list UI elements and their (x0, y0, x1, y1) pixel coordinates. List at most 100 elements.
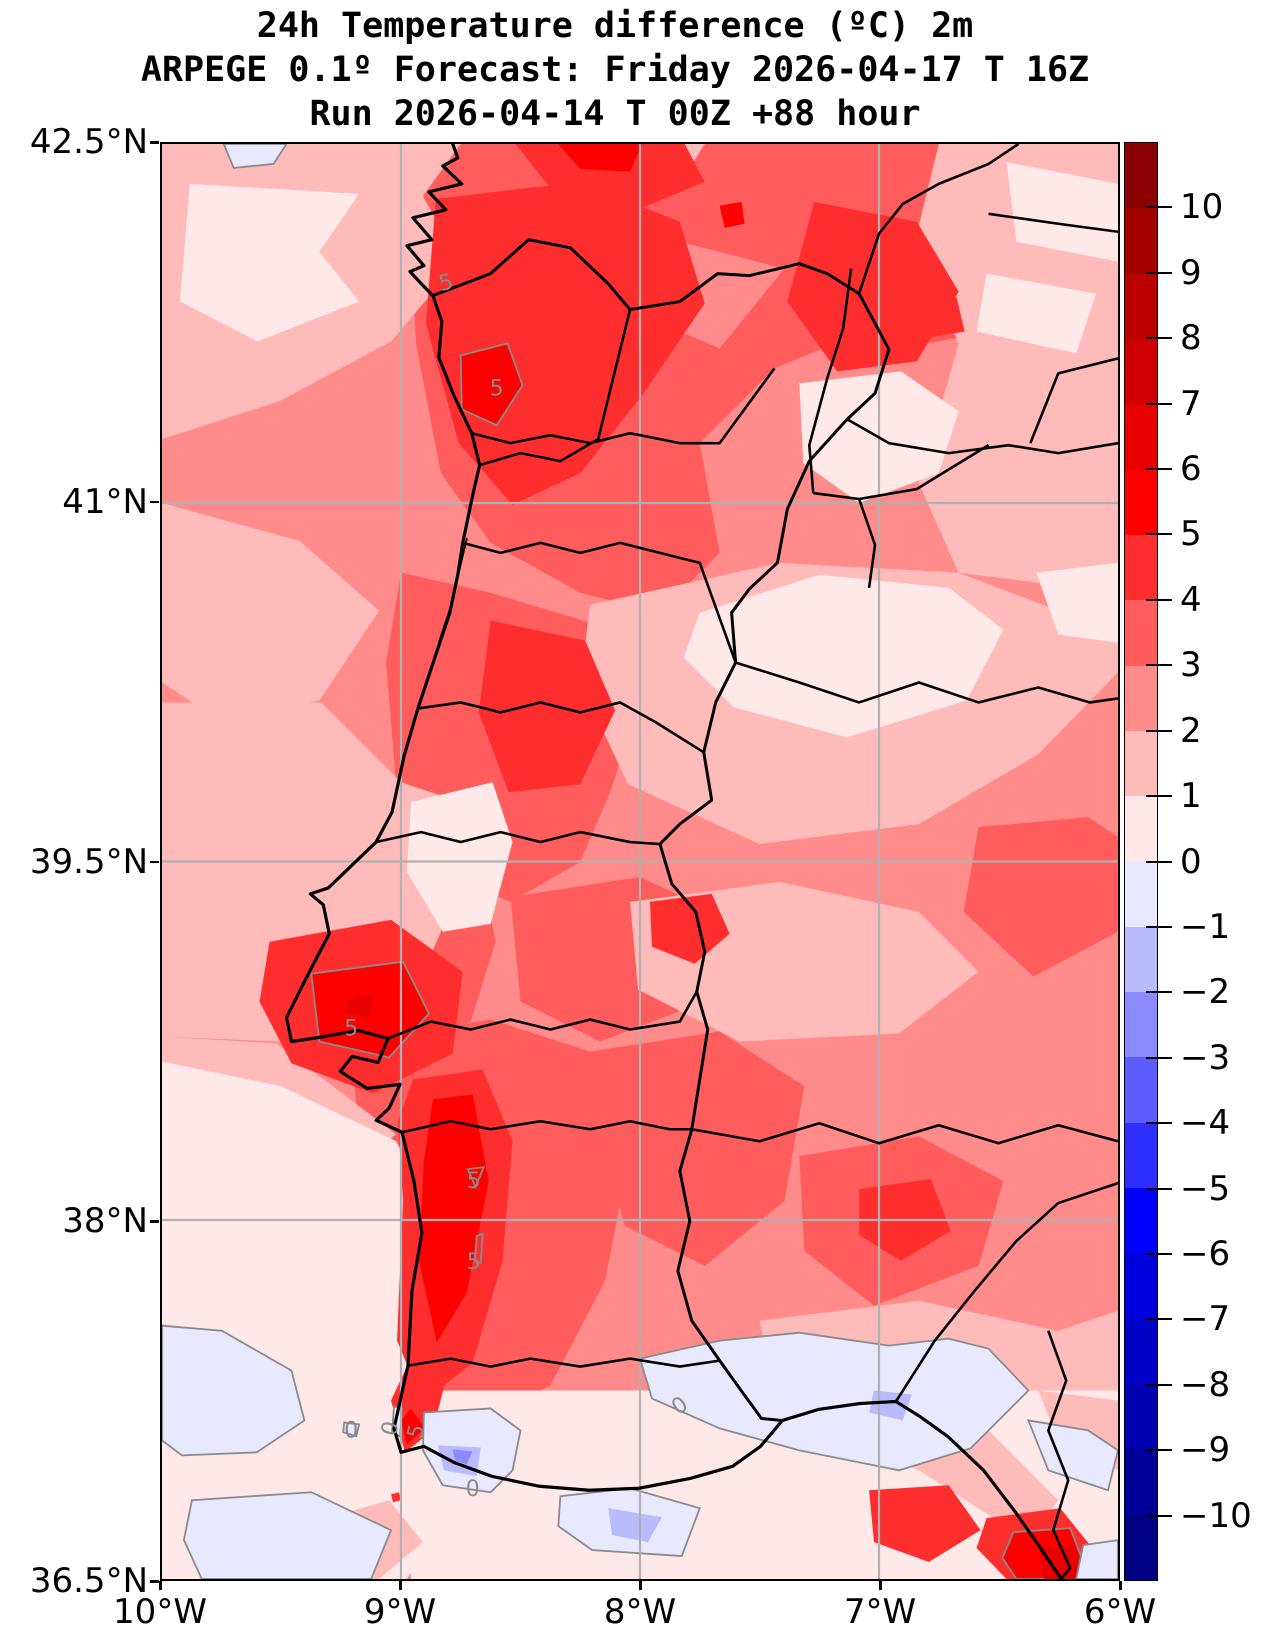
colorbar-tick-mark (1146, 206, 1172, 209)
contour-band-5 (459, 342, 524, 427)
colorbar-segment (1125, 1514, 1157, 1580)
colorbar-tick-label: −9 (1180, 1430, 1231, 1471)
contour-band-3 (963, 817, 1118, 977)
colorbar-segment (1125, 796, 1157, 862)
y-tick-label: 38°N (62, 1201, 148, 1242)
contour-band-4 (869, 1485, 981, 1563)
colorbar-tick-mark (1146, 1122, 1172, 1125)
x-tick-label: 7°W (843, 1592, 917, 1632)
contour-band-0 (179, 183, 360, 342)
y-tick-label: 36.5°N (29, 1561, 148, 1601)
colorbar-segment (1125, 730, 1157, 797)
contour-value-label: 0 (466, 1477, 480, 1502)
colorbar-tick-mark (1146, 337, 1172, 340)
y-tick-label: 39.5°N (29, 841, 148, 882)
contour-band-6 (1038, 1546, 1081, 1579)
x-tick-label: 10°W (113, 1592, 207, 1632)
y-tick-mark (150, 500, 159, 504)
colorbar-segment (1125, 338, 1157, 405)
contour-value-label: 0 (377, 1419, 405, 1439)
colorbar-tick-mark (1146, 860, 1172, 863)
colorbar-segment (1125, 1253, 1157, 1319)
colorbar-segment (1125, 665, 1157, 731)
x-tick-label: 6°W (1083, 1592, 1157, 1632)
contour-band--2 (608, 1508, 662, 1543)
district-boundaries (375, 309, 776, 1368)
colorbar-tick-label: 9 (1180, 252, 1202, 293)
contour-band--1 (1075, 1539, 1118, 1579)
y-tick-label: 41°N (62, 481, 148, 522)
colorbar-segment (1125, 1449, 1157, 1515)
colorbar-tick-label: −8 (1180, 1364, 1231, 1405)
contour-value-label: 5 (344, 1017, 358, 1042)
colorbar-tick-label: 2 (1180, 710, 1202, 751)
colorbar-tick-mark (1146, 925, 1172, 928)
contour-band--1 (638, 1331, 1030, 1472)
colorbar-segment (1125, 273, 1157, 339)
contour-band-4 (649, 893, 730, 964)
colorbar-tick-label: −3 (1180, 1037, 1231, 1078)
x-tick-label: 8°W (603, 1592, 677, 1632)
y-tick-mark (150, 860, 159, 863)
colorbar-tick-mark (1146, 1318, 1172, 1321)
contour-band-4 (515, 144, 705, 214)
x-tick-mark (159, 1581, 162, 1590)
contour-band-5 (401, 1408, 425, 1445)
colorbar-tick-mark (1146, 729, 1172, 732)
colorbar-tick-label: 4 (1180, 579, 1202, 620)
colorbar-tick-label: −6 (1180, 1233, 1231, 1274)
contour-band-0 (406, 782, 513, 932)
colorbar-segment (1125, 143, 1157, 209)
contour-band-3 (590, 1031, 805, 1266)
x-tick-mark (879, 1581, 882, 1590)
colorbar-tick-label: 8 (1180, 318, 1202, 359)
colorbar-tick-label: −10 (1180, 1495, 1252, 1536)
y-tick-mark (150, 141, 159, 144)
x-tick-label: 9°W (363, 1592, 437, 1632)
contour-band-1 (914, 144, 1118, 583)
colorbar-segment (1125, 208, 1157, 274)
y-tick-label: 42.5°N (29, 122, 148, 162)
colorbar-segment (1125, 926, 1157, 993)
contour-value-label: 5 (467, 1169, 481, 1194)
colorbar-tick-label: 1 (1180, 776, 1202, 817)
y-tick-mark (150, 1580, 159, 1583)
contour-band-5 (418, 1094, 489, 1343)
aveiro-lagoon-line (437, 538, 468, 644)
colorbar-tick-mark (1146, 1383, 1172, 1386)
colorbar-segment (1125, 992, 1157, 1058)
contour-band-4 (391, 1492, 401, 1503)
colorbar-tick-label: 6 (1180, 449, 1202, 490)
contour-band-0 (1006, 161, 1118, 262)
colorbar-tick-mark (1146, 795, 1172, 798)
title-line-1: 24h Temperature difference (ºC) 2m (256, 6, 974, 46)
y-tick-mark (150, 1220, 159, 1223)
colorbar-tick-mark (1146, 533, 1172, 536)
contour-band--3 (452, 1449, 473, 1465)
contour-value-label: 5 (436, 269, 456, 297)
coastline (284, 144, 1063, 1579)
colorbar-segment (1125, 1318, 1157, 1384)
colorbar-tick-mark (1146, 1187, 1172, 1190)
colorbar-segment (1125, 1188, 1157, 1254)
colorbar-tick-mark (1146, 664, 1172, 667)
colorbar-tick-mark (1146, 468, 1172, 471)
colorbar (1124, 142, 1158, 1581)
contour-value-label: 5 (403, 1422, 431, 1442)
contour-band--1 (222, 144, 288, 169)
colorbar-tick-label: −1 (1180, 906, 1231, 947)
colorbar-segment (1125, 1057, 1157, 1123)
colorbar-segment (1125, 1383, 1157, 1450)
colorbar-tick-mark (1146, 1449, 1172, 1452)
contour-band-4 (478, 620, 616, 793)
colorbar-tick-mark (1146, 598, 1172, 601)
colorbar-segment (1125, 404, 1157, 470)
x-tick-mark (399, 1581, 402, 1590)
contour-band-0 (683, 574, 1004, 738)
contour-band-1 (162, 502, 380, 721)
gray-contour-lines (466, 1166, 486, 1265)
colorbar-segment (1125, 861, 1157, 927)
